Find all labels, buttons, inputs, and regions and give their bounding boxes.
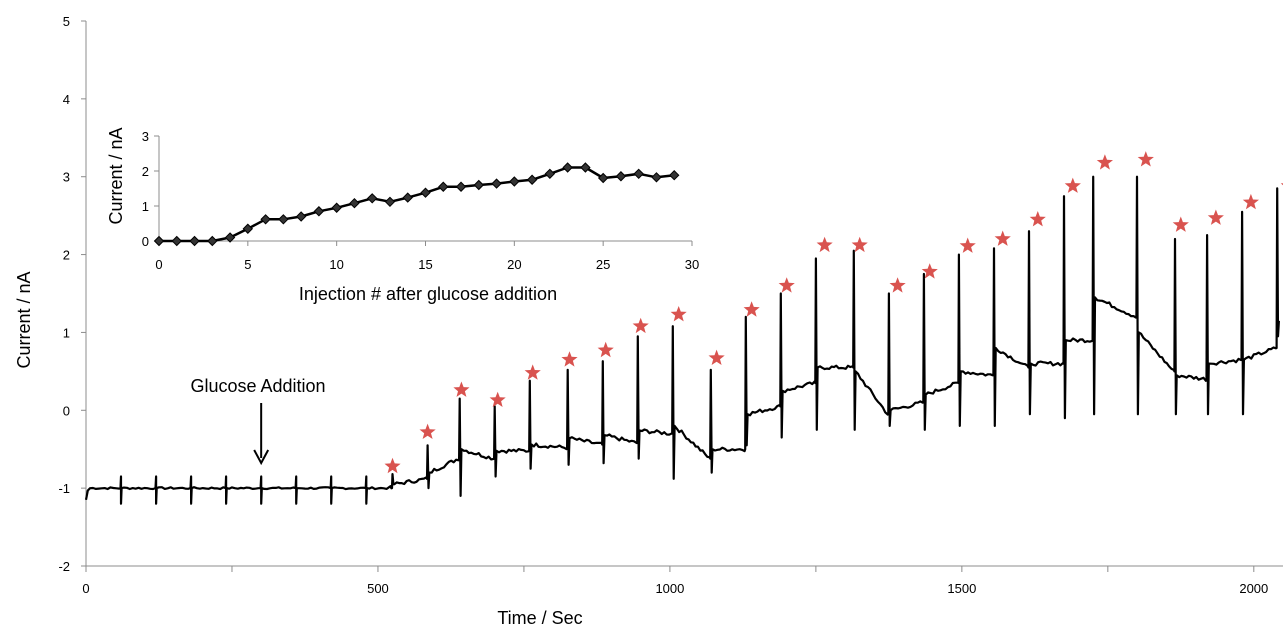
inset-data-point <box>332 203 341 212</box>
inset-y-tick-label: 1 <box>142 199 149 214</box>
inset-data-point <box>261 215 270 224</box>
injection-star-marker <box>1030 211 1046 226</box>
injection-star-marker <box>1243 194 1259 209</box>
main-axes <box>86 21 1283 566</box>
injection-star-marker <box>1138 151 1154 166</box>
main-y-tick-label: 5 <box>63 14 70 29</box>
inset-data-point <box>403 193 412 202</box>
inset-y-tick-label: 2 <box>142 164 149 179</box>
inset-data-point <box>528 175 537 184</box>
inset-y-axis-title: Current / nA <box>106 127 126 224</box>
inset-data-point <box>616 172 625 181</box>
injection-star-marker <box>385 458 401 473</box>
main-y-tick-label: 3 <box>63 170 70 185</box>
main-x-tick-label: 0 <box>82 581 89 596</box>
injection-star-marker <box>420 424 436 439</box>
injection-star-marker <box>995 231 1011 246</box>
main-y-tick-label: 2 <box>63 248 70 263</box>
inset-data-point <box>421 188 430 197</box>
injection-star-marker <box>561 351 577 366</box>
injection-star-marker <box>525 364 541 379</box>
injection-star-marker <box>490 392 506 407</box>
inset-data-point <box>492 179 501 188</box>
injection-star-marker <box>633 318 649 333</box>
injection-star-marker <box>960 238 976 253</box>
inset-data-point <box>385 197 394 206</box>
inset-data-point <box>457 182 466 191</box>
main-y-tick-label: 0 <box>63 403 70 418</box>
main-x-tick-label: 2000 <box>1239 581 1268 596</box>
injection-star-marker <box>709 350 725 365</box>
main-y-tick-label: 1 <box>63 325 70 340</box>
injection-markers <box>385 151 1283 473</box>
inset-data-point <box>652 173 661 182</box>
main-x-tick-label: 1000 <box>655 581 684 596</box>
inset-x-axis-title: Injection # after glucose addition <box>299 284 557 304</box>
inset-data-point <box>350 199 359 208</box>
glucose-addition-annotation: Glucose Addition <box>190 376 325 396</box>
glucose-addition-arrow <box>254 403 268 463</box>
inset-x-tick-label: 20 <box>507 257 521 272</box>
injection-star-marker <box>890 277 906 292</box>
inset-x-tick-label: 0 <box>155 257 162 272</box>
inset-x-tick-label: 30 <box>685 257 699 272</box>
injection-star-marker <box>1065 178 1081 193</box>
main-y-tick-label: -1 <box>58 481 70 496</box>
inset-data-point <box>670 171 679 180</box>
inset-data-point <box>190 237 199 246</box>
inset-data-point <box>545 169 554 178</box>
inset-data-point <box>510 177 519 186</box>
inset-x-tick-label: 5 <box>244 257 251 272</box>
inset-y-tick-label: 3 <box>142 129 149 144</box>
inset-data-point <box>208 237 217 246</box>
inset-data-point <box>172 237 181 246</box>
inset-data-point <box>297 212 306 221</box>
inset-data-point <box>279 215 288 224</box>
injection-star-marker <box>779 277 795 292</box>
injection-star-marker <box>1208 210 1224 225</box>
main-x-axis-title: Time / Sec <box>497 608 582 628</box>
injection-star-marker <box>1173 217 1189 232</box>
main-y-tick-label: 4 <box>63 92 70 107</box>
inset-data-point <box>474 181 483 190</box>
inset-x-tick-label: 25 <box>596 257 610 272</box>
inset-data-point <box>314 207 323 216</box>
inset-data-point <box>439 182 448 191</box>
inset-data-point <box>368 194 377 203</box>
inset-data-point <box>634 169 643 178</box>
main-x-tick-label: 1500 <box>947 581 976 596</box>
inset-y-tick-label: 0 <box>142 234 149 249</box>
injection-star-marker <box>1097 154 1113 169</box>
main-y-axis-title: Current / nA <box>14 271 34 368</box>
injection-star-marker <box>744 301 760 316</box>
inset-x-tick-label: 15 <box>418 257 432 272</box>
inset-series-line <box>159 168 674 242</box>
inset-x-tick-label: 10 <box>329 257 343 272</box>
injection-star-marker <box>598 342 614 357</box>
injection-star-marker <box>453 382 469 397</box>
inset-data-point <box>155 237 164 246</box>
injection-star-marker <box>817 237 833 252</box>
inset-data-point <box>243 224 252 233</box>
main-x-tick-label: 500 <box>367 581 389 596</box>
main-y-tick-label: -2 <box>58 559 70 574</box>
injection-star-marker <box>671 306 687 321</box>
inset-data-point <box>563 163 572 172</box>
